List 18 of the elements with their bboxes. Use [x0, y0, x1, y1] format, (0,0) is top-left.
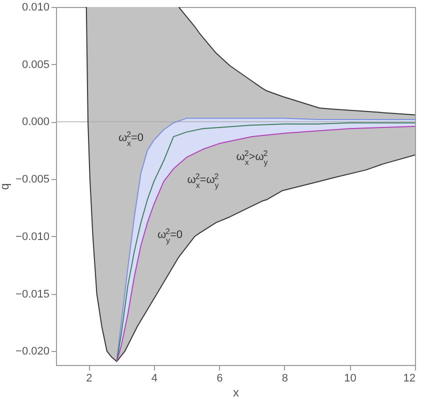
y-tick-label: −0.005 [16, 174, 50, 186]
x-axis-title: x [233, 386, 239, 397]
y-tick-label: 0.005 [22, 58, 50, 71]
y-tick-label: −0.010 [16, 230, 50, 243]
y-tick-label: 0.000 [22, 116, 50, 128]
x-tick-label: 10 [344, 372, 356, 384]
x-tick-label: 2 [86, 372, 92, 384]
x-tick-label: 6 [216, 372, 223, 384]
x-tick-label: 4 [151, 372, 158, 384]
y-tick-label: −0.020 [16, 346, 50, 358]
annotation: ω$_{x}$$^{2}$=0 [118, 130, 144, 148]
x-tick-label: 12 [403, 372, 416, 384]
y-tick-label: 0.010 [22, 2, 50, 14]
annotation: ω$_{y}$$^{2}$=0 [157, 226, 183, 244]
line-series [178, 7, 415, 116]
x-tick-label: 8 [282, 372, 288, 384]
y-tick-label: −0.015 [16, 288, 50, 300]
y-axis-title: q [0, 183, 12, 190]
